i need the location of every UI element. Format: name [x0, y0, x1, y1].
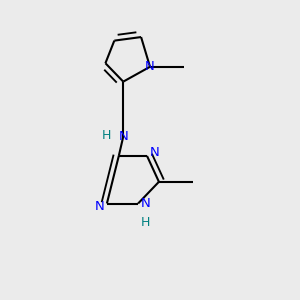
Text: H: H	[102, 129, 112, 142]
Text: N: N	[141, 197, 150, 210]
Text: N: N	[94, 200, 104, 213]
Text: H: H	[141, 216, 150, 229]
Text: N: N	[118, 130, 128, 143]
Text: N: N	[150, 146, 159, 160]
Text: N: N	[145, 60, 155, 73]
